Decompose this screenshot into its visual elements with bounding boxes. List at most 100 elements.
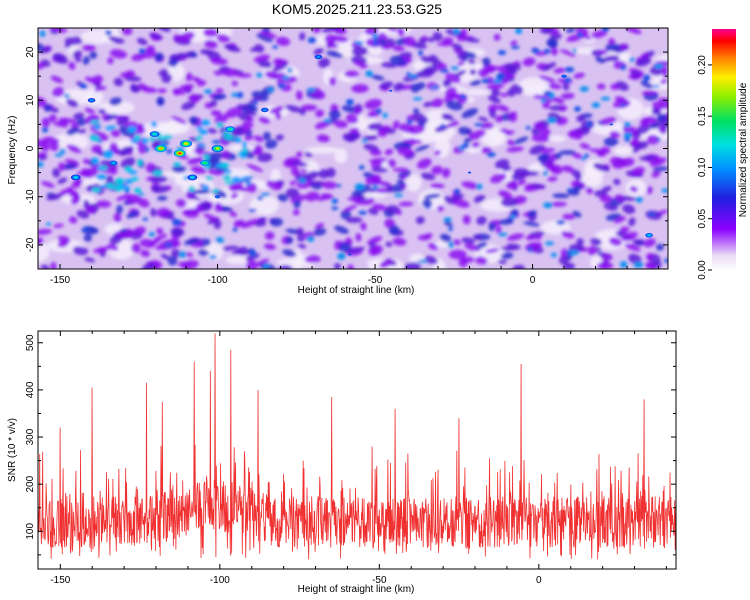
heatmap-cell bbox=[312, 28, 321, 34]
heatmap-cell bbox=[64, 159, 79, 165]
heatmap-cell bbox=[141, 86, 158, 93]
heatmap-light-patch bbox=[225, 255, 251, 265]
snr-y-tick-label: 500 bbox=[25, 334, 36, 351]
heatmap-x-axis: -150 -100 -50 0 bbox=[50, 28, 660, 286]
heatmap-cell bbox=[166, 148, 173, 154]
heatmap-cell bbox=[232, 227, 238, 232]
heatmap-cell bbox=[85, 206, 96, 213]
heatmap-cell bbox=[198, 129, 208, 135]
heatmap-cell bbox=[269, 106, 284, 114]
heatmap-cell bbox=[384, 148, 394, 156]
heatmap-cell bbox=[645, 253, 654, 261]
heatmap-cell bbox=[336, 184, 342, 188]
heatmap-cell bbox=[408, 74, 419, 78]
heatmap-cell bbox=[406, 72, 411, 76]
heatmap-cell bbox=[371, 244, 383, 255]
heatmap-cell bbox=[596, 83, 606, 90]
heatmap-cell bbox=[563, 262, 575, 269]
heatmap-cell bbox=[320, 193, 334, 200]
heatmap-cell bbox=[631, 147, 640, 153]
heatmap-cell bbox=[586, 186, 593, 195]
heatmap-cell bbox=[57, 240, 69, 248]
heatmap-cell bbox=[452, 28, 461, 35]
heatmap-cell bbox=[244, 152, 255, 159]
heatmap-cell bbox=[249, 250, 257, 257]
heatmap-cell bbox=[310, 88, 326, 100]
heatmap-cell bbox=[643, 238, 656, 248]
heatmap-cell bbox=[372, 39, 379, 47]
heatmap-cell bbox=[664, 258, 668, 264]
heatmap-hotspot-contour bbox=[647, 234, 651, 237]
heatmap-cell bbox=[89, 51, 98, 60]
heatmap-cell bbox=[116, 204, 123, 215]
heatmap-cell bbox=[527, 246, 533, 253]
heatmap-cell bbox=[430, 86, 440, 90]
heatmap-cell bbox=[620, 64, 627, 71]
heatmap-cell bbox=[339, 29, 347, 35]
heatmap-cell bbox=[185, 252, 194, 258]
heatmap-cell bbox=[506, 146, 524, 153]
heatmap-cell bbox=[265, 139, 278, 149]
heatmap-cell bbox=[581, 156, 586, 161]
heatmap-light-patch bbox=[303, 160, 319, 174]
colorbar-label: Normalized spectral amplitude bbox=[738, 82, 749, 217]
heatmap-cell bbox=[99, 184, 107, 188]
heatmap-cell bbox=[500, 252, 514, 260]
heatmap-cell bbox=[639, 155, 657, 161]
heatmap-cell bbox=[392, 167, 409, 173]
heatmap-cell bbox=[203, 213, 220, 222]
heatmap-cell bbox=[107, 243, 119, 251]
heatmap-cell bbox=[500, 246, 519, 251]
heatmap-cell bbox=[229, 211, 238, 218]
heatmap-cell bbox=[334, 263, 341, 269]
heatmap-cell bbox=[439, 233, 452, 243]
heatmap-cell bbox=[597, 49, 609, 55]
heatmap-cell bbox=[367, 122, 383, 131]
heatmap-cell bbox=[579, 86, 590, 92]
heatmap-cell bbox=[76, 210, 90, 219]
heatmap-cell bbox=[273, 58, 283, 67]
heatmap-cell bbox=[426, 37, 435, 43]
heatmap-cell bbox=[240, 177, 246, 182]
heatmap-cell bbox=[428, 54, 438, 62]
heatmap-cell bbox=[385, 241, 393, 247]
heatmap-cell bbox=[495, 226, 502, 234]
heatmap-cell bbox=[573, 72, 585, 79]
heatmap-cell bbox=[499, 92, 509, 97]
heatmap-cell bbox=[464, 137, 472, 144]
heatmap-cell bbox=[469, 69, 477, 76]
heatmap-cell bbox=[296, 236, 305, 242]
heatmap-cell bbox=[105, 113, 117, 120]
heatmap-cell bbox=[142, 217, 149, 221]
heatmap-cell bbox=[124, 186, 131, 191]
heatmap-cell bbox=[93, 125, 101, 130]
heatmap-cell bbox=[189, 93, 200, 103]
heatmap-cell bbox=[440, 68, 450, 73]
heatmap-cell bbox=[613, 178, 621, 186]
heatmap-cell bbox=[63, 163, 77, 170]
heatmap-cell bbox=[406, 119, 413, 124]
heatmap-cell bbox=[595, 56, 606, 64]
heatmap-cell bbox=[620, 196, 637, 201]
heatmap-cell bbox=[58, 162, 66, 172]
heatmap-cell bbox=[253, 100, 258, 106]
heatmap-cell bbox=[437, 205, 444, 212]
heatmap-cell bbox=[506, 233, 525, 241]
snr-y-tick-label: 200 bbox=[25, 475, 36, 492]
heatmap-cell bbox=[547, 117, 557, 123]
heatmap-cell bbox=[539, 28, 553, 34]
heatmap-cell bbox=[96, 139, 103, 143]
heatmap-cell bbox=[170, 227, 185, 237]
heatmap-cell bbox=[236, 104, 251, 110]
heatmap-cell bbox=[193, 148, 204, 155]
heatmap-cell bbox=[210, 110, 222, 117]
heatmap-cell bbox=[173, 34, 186, 41]
heatmap-cell bbox=[244, 135, 255, 141]
heatmap-cell bbox=[442, 79, 452, 88]
heatmap-cell bbox=[358, 210, 368, 215]
colorbar-tick-label: 0.05 bbox=[697, 209, 708, 229]
heatmap-cell bbox=[382, 112, 388, 119]
heatmap-cell bbox=[277, 193, 289, 202]
heatmap-cell bbox=[566, 188, 574, 192]
heatmap-cell bbox=[223, 135, 235, 140]
